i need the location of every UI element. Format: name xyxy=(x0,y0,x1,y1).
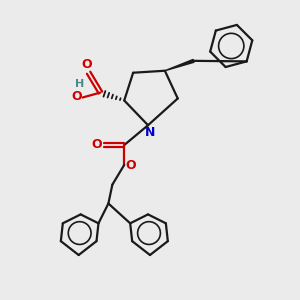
Text: O: O xyxy=(126,159,136,172)
Text: O: O xyxy=(91,138,102,151)
Text: N: N xyxy=(145,126,155,139)
Text: H: H xyxy=(75,79,84,88)
Text: O: O xyxy=(71,90,82,103)
Text: O: O xyxy=(81,58,92,71)
Polygon shape xyxy=(165,59,194,71)
